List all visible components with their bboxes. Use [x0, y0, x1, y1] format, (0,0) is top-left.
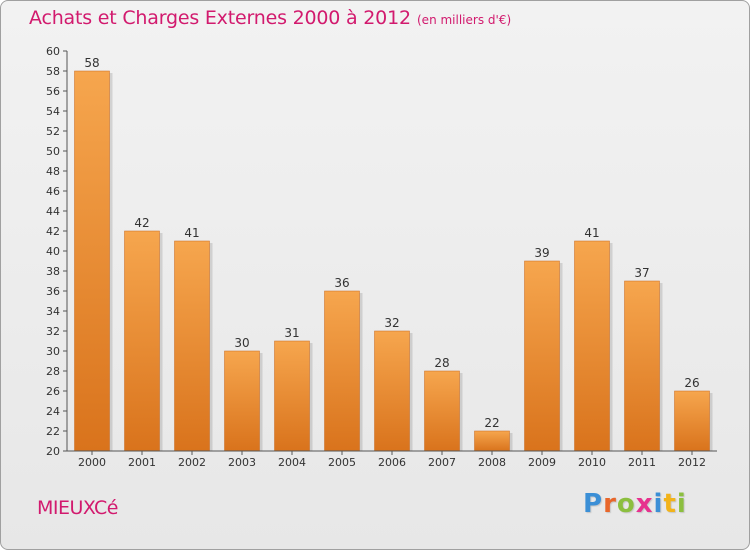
y-tick-label: 42 [46, 225, 60, 238]
logo-letter: t [663, 489, 677, 519]
y-tick-label: 56 [46, 85, 60, 98]
x-tick-label: 2012 [678, 456, 706, 469]
bar-value-label: 37 [634, 266, 649, 280]
y-tick-label: 40 [46, 245, 60, 258]
x-tick-label: 2006 [378, 456, 406, 469]
x-tick-label: 2005 [328, 456, 356, 469]
logo-letter: o [616, 489, 636, 519]
y-tick-label: 20 [46, 445, 60, 458]
bar[interactable] [524, 260, 560, 452]
y-tick-label: 46 [46, 185, 60, 198]
bars-layer: 58 42 41 30 31 36 32 28 22 39 41 37 26 [74, 56, 713, 452]
logo-letter: r [603, 489, 617, 519]
bar-value-label: 31 [284, 326, 299, 340]
bar-value-label: 28 [434, 356, 449, 370]
x-tick-label: 2001 [128, 456, 156, 469]
y-tick-label: 52 [46, 125, 60, 138]
bar[interactable] [324, 290, 360, 452]
bar-value-label: 36 [334, 276, 349, 290]
bar-value-label: 41 [584, 226, 599, 240]
chart-title: Achats et Charges Externes 2000 à 2012 [29, 7, 411, 29]
y-tick-label: 60 [46, 45, 60, 58]
bar-value-label: 32 [384, 316, 399, 330]
y-tick-label: 36 [46, 285, 60, 298]
x-tick-label: 2010 [578, 456, 606, 469]
bar-value-label: 42 [134, 216, 149, 230]
y-tick-label: 48 [46, 165, 60, 178]
logo-letter: i [676, 489, 687, 519]
y-tick-label: 50 [46, 145, 60, 158]
bar[interactable] [274, 340, 310, 452]
bar-value-label: 58 [84, 56, 99, 70]
logo-letter: P [583, 489, 604, 519]
bar[interactable] [224, 350, 260, 452]
y-tick-label: 30 [46, 345, 60, 358]
y-tick-label: 22 [46, 425, 60, 438]
bar[interactable] [574, 240, 610, 452]
commune-name: MIEUXCé [37, 497, 119, 519]
bar[interactable] [474, 430, 510, 452]
bar[interactable] [374, 330, 410, 452]
bar[interactable] [424, 370, 460, 452]
y-tick-label: 38 [46, 265, 60, 278]
bar[interactable] [174, 240, 210, 452]
x-tick-label: 2000 [78, 456, 106, 469]
x-tick-label: 2004 [278, 456, 306, 469]
x-tick-label: 2011 [628, 456, 656, 469]
x-tick-label: 2003 [228, 456, 256, 469]
x-tick-label: 2009 [528, 456, 556, 469]
bar[interactable] [124, 230, 160, 452]
bar[interactable] [624, 280, 660, 452]
y-tick-label: 58 [46, 65, 60, 78]
y-tick-label: 54 [46, 105, 60, 118]
bar-value-label: 30 [234, 336, 249, 350]
bar-value-label: 41 [184, 226, 199, 240]
bar[interactable] [74, 70, 110, 452]
y-tick-label: 26 [46, 385, 60, 398]
y-tick-label: 32 [46, 325, 60, 338]
y-tick-label: 28 [46, 365, 60, 378]
bar[interactable] [674, 390, 710, 452]
axis-layer: 2000 2001 2002 2003 2004 2005 2006 2007 2008 2009… [46, 45, 717, 469]
logo-letter: i [653, 489, 664, 519]
x-tick-label: 2007 [428, 456, 456, 469]
y-tick-label: 24 [46, 405, 60, 418]
y-tick-label: 34 [46, 305, 60, 318]
x-tick-label: 2002 [178, 456, 206, 469]
chart-subtitle: (en milliers d'€) [417, 13, 512, 27]
logo-letter: x [635, 489, 654, 519]
bar-value-label: 22 [484, 416, 499, 430]
bar-value-label: 26 [684, 376, 699, 390]
bar-value-label: 39 [534, 246, 549, 260]
x-tick-label: 2008 [478, 456, 506, 469]
proxiti-logo[interactable]: Proxiti [583, 489, 687, 519]
y-tick-label: 44 [46, 205, 60, 218]
